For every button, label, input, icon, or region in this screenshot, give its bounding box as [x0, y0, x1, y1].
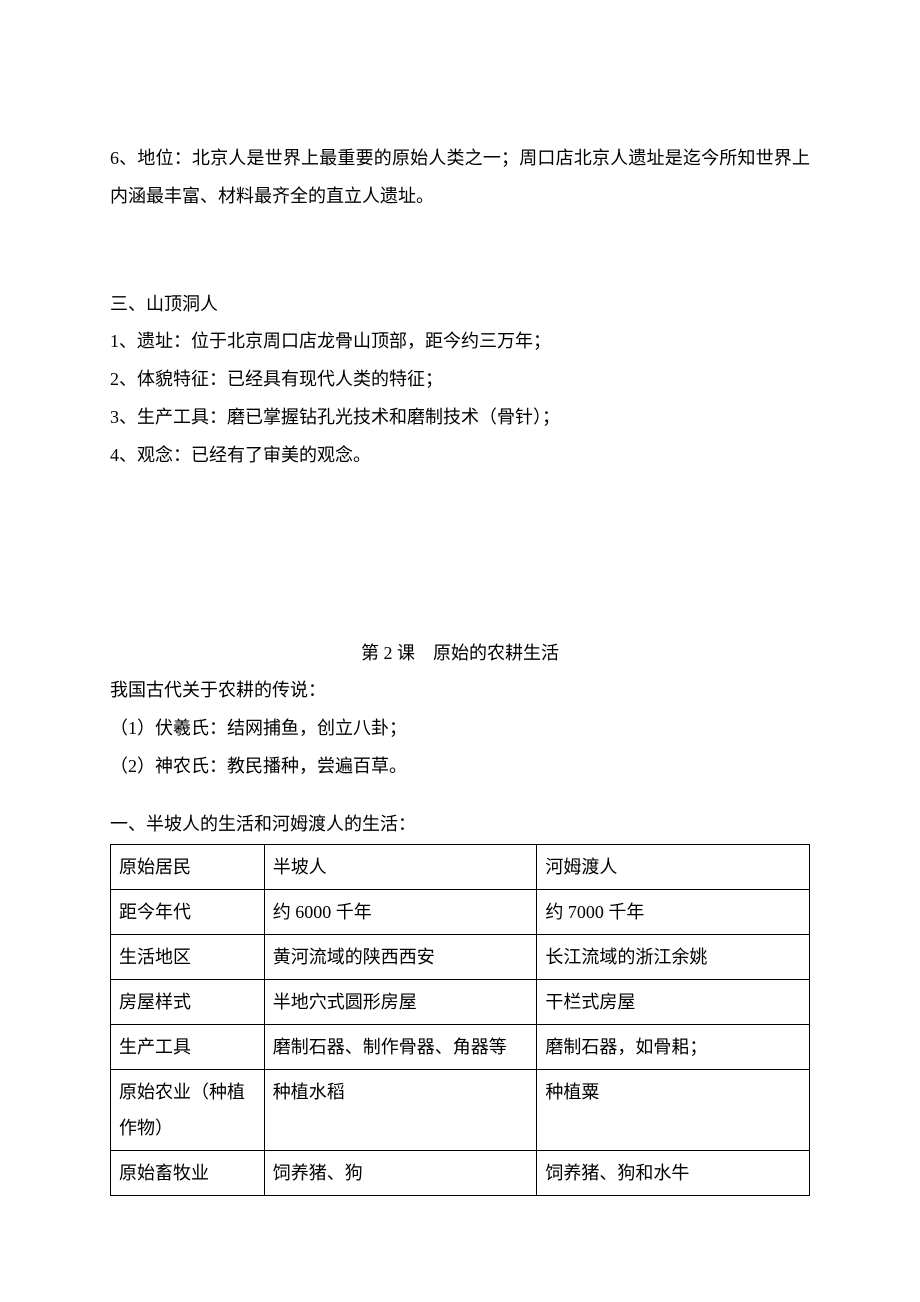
table-row: 距今年代 约 6000 千年 约 7000 千年 [111, 889, 810, 934]
table-cell: 黄河流域的陕西西安 [264, 934, 537, 979]
section3-item1: 1、遗址：位于北京周口店龙骨山顶部，距今约三万年； [110, 323, 810, 361]
table-cell: 饲养猪、狗 [264, 1150, 537, 1195]
table-row: 原始农业（种植作物） 种植水稻 种植粟 [111, 1069, 810, 1150]
spacer [110, 475, 810, 635]
table-cell: 生产工具 [111, 1024, 265, 1069]
table-cell: 生活地区 [111, 934, 265, 979]
lesson2-intro: 我国古代关于农耕的传说： [110, 672, 810, 710]
table-cell: 饲养猪、狗和水牛 [537, 1150, 810, 1195]
section3-heading: 三、山顶洞人 [110, 286, 810, 324]
comparison-table: 原始居民 半坡人 河姆渡人 距今年代 约 6000 千年 约 7000 千年 生… [110, 844, 810, 1196]
table-cell: 河姆渡人 [537, 844, 810, 889]
lesson2-legend1: （1）伏羲氏：结网捕鱼，创立八卦； [110, 710, 810, 748]
table-row: 原始畜牧业 饲养猪、狗 饲养猪、狗和水牛 [111, 1150, 810, 1195]
table-cell: 距今年代 [111, 889, 265, 934]
table-cell: 半坡人 [264, 844, 537, 889]
table-cell: 约 7000 千年 [537, 889, 810, 934]
table-cell: 磨制石器、制作骨器、角器等 [264, 1024, 537, 1069]
table-cell: 原始居民 [111, 844, 265, 889]
table-cell: 长江流域的浙江余姚 [537, 934, 810, 979]
spacer [110, 786, 810, 806]
paragraph-item6: 6、地位：北京人是世界上最重要的原始人类之一；周口店北京人遗址是迄今所知世界上内… [110, 140, 810, 216]
table-cell: 房屋样式 [111, 979, 265, 1024]
section3-item3: 3、生产工具：磨已掌握钻孔光技术和磨制技术（骨针）； [110, 399, 810, 437]
lesson2-legend2: （2）神农氏：教民播种，尝遍百草。 [110, 748, 810, 786]
table-cell: 原始农业（种植作物） [111, 1069, 265, 1150]
table-cell: 种植水稻 [264, 1069, 537, 1150]
table-cell: 磨制石器，如骨耜； [537, 1024, 810, 1069]
table-row: 原始居民 半坡人 河姆渡人 [111, 844, 810, 889]
table-row: 生产工具 磨制石器、制作骨器、角器等 磨制石器，如骨耜； [111, 1024, 810, 1069]
section3-item4: 4、观念：已经有了审美的观念。 [110, 437, 810, 475]
lesson2-title: 第 2 课 原始的农耕生活 [110, 635, 810, 673]
document-page: 6、地位：北京人是世界上最重要的原始人类之一；周口店北京人遗址是迄今所知世界上内… [0, 0, 920, 1302]
table-row: 房屋样式 半地穴式圆形房屋 干栏式房屋 [111, 979, 810, 1024]
spacer [110, 216, 810, 286]
table-cell: 约 6000 千年 [264, 889, 537, 934]
table-cell: 原始畜牧业 [111, 1150, 265, 1195]
table-row: 生活地区 黄河流域的陕西西安 长江流域的浙江余姚 [111, 934, 810, 979]
table-cell: 干栏式房屋 [537, 979, 810, 1024]
table-cell: 种植粟 [537, 1069, 810, 1150]
lesson2-subheading: 一、半坡人的生活和河姆渡人的生活： [110, 806, 810, 844]
section3-item2: 2、体貌特征：已经具有现代人类的特征； [110, 361, 810, 399]
table-cell: 半地穴式圆形房屋 [264, 979, 537, 1024]
